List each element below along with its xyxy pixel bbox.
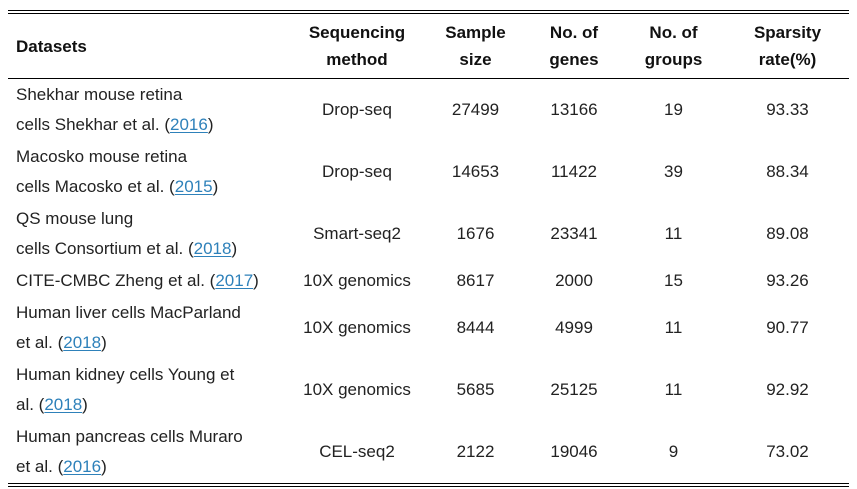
table-row: QS mouse lung cells Consortium et al. (20… xyxy=(8,203,849,265)
sample-size-cell: 14653 xyxy=(451,162,500,181)
no-of-genes-cell: 19046 xyxy=(550,442,598,461)
no-of-genes-cell: 25125 xyxy=(550,380,598,399)
dataset-name-text: al. ( xyxy=(16,395,45,414)
column-header-no-of-groups: No. of groups xyxy=(621,14,726,79)
dataset-name-text: QS mouse lung xyxy=(16,209,134,228)
dataset-name-cell: Macosko mouse retina cells Macosko et al.… xyxy=(8,141,290,203)
dataset-name-cell: CITE-CMBC Zheng et al. (2017) xyxy=(8,265,290,297)
dataset-name-text: CITE-CMBC Zheng et al. ( xyxy=(16,271,216,290)
column-header-line: rate(%) xyxy=(758,50,817,69)
dataset-name-text: cells Shekhar et al. ( xyxy=(16,115,171,134)
column-header-line: No. of xyxy=(649,23,698,42)
no-of-genes-cell: 11422 xyxy=(550,162,597,181)
dataset-name-suffix: ) xyxy=(231,239,238,258)
column-header-sparsity-rate: Sparsity rate(%) xyxy=(726,14,849,79)
column-header-line: Sparsity xyxy=(753,23,822,42)
dataset-name-cell: Shekhar mouse retina cells Shekhar et al.… xyxy=(8,79,290,141)
column-header-line: No. of xyxy=(549,23,599,42)
sequencing-method-cell: Drop-seq xyxy=(322,162,392,181)
citation-year-link[interactable]: 2016 xyxy=(170,115,208,134)
table-row: Shekhar mouse retina cells Shekhar et al.… xyxy=(8,79,849,141)
sparsity-rate-cell: 93.33 xyxy=(766,100,809,119)
sequencing-method-cell: 10X genomics xyxy=(303,380,411,399)
dataset-name-suffix: ) xyxy=(212,177,219,196)
datasets-table-container: Datasets Sequencing method Sample size No. of… xyxy=(8,10,849,487)
sparsity-rate-cell: 73.02 xyxy=(766,442,809,461)
dataset-name-suffix: ) xyxy=(253,271,259,290)
dataset-name-text: cells Consortium et al. ( xyxy=(16,239,194,258)
sparsity-rate-cell: 89.08 xyxy=(766,224,809,243)
sparsity-rate-cell: 88.34 xyxy=(766,162,809,181)
column-header-line: Sequencing xyxy=(308,23,406,42)
column-header-line: groups xyxy=(644,50,703,69)
datasets-summary-table: Datasets Sequencing method Sample size No. of… xyxy=(8,10,849,487)
dataset-name-text: cells Macosko et al. ( xyxy=(16,177,175,196)
column-header-line: Sample xyxy=(445,23,506,42)
dataset-name-suffix: ) xyxy=(207,115,214,134)
column-header-line: Datasets xyxy=(16,36,87,56)
dataset-name-cell: Human pancreas cells Muraro et al. (2016) xyxy=(8,421,290,483)
citation-year-link[interactable]: 2015 xyxy=(174,177,213,196)
sparsity-rate-cell: 92.92 xyxy=(766,380,809,399)
table-body: Shekhar mouse retina cells Shekhar et al.… xyxy=(8,79,849,483)
sample-size-cell: 27499 xyxy=(451,100,500,119)
sample-size-cell: 1676 xyxy=(456,224,495,243)
dataset-name-cell: Human kidney cells Young et al. (2018) xyxy=(8,359,290,421)
dataset-name-text: et al. ( xyxy=(16,457,64,476)
dataset-name-text: Shekhar mouse retina xyxy=(16,85,183,104)
no-of-groups-cell: 9 xyxy=(668,442,679,461)
column-header-line: genes xyxy=(549,50,599,69)
dataset-name-cell: QS mouse lung cells Consortium et al. (20… xyxy=(8,203,290,265)
sample-size-cell: 8617 xyxy=(456,271,495,290)
no-of-groups-cell: 19 xyxy=(664,100,683,119)
citation-year-link[interactable]: 2016 xyxy=(63,457,102,476)
table-row: CITE-CMBC Zheng et al. (2017) 10X genomi… xyxy=(8,265,849,297)
dataset-name-suffix: ) xyxy=(101,333,107,352)
dataset-name-text: Macosko mouse retina xyxy=(16,147,188,166)
sparsity-rate-cell: 90.77 xyxy=(766,318,809,337)
sample-size-cell: 5685 xyxy=(456,380,495,399)
table-row: Human kidney cells Young et al. (2018) 10… xyxy=(8,359,849,421)
no-of-genes-cell: 4999 xyxy=(555,318,593,337)
sequencing-method-cell: 10X genomics xyxy=(303,271,411,290)
citation-year-link[interactable]: 2018 xyxy=(63,333,102,352)
dataset-name-cell: Human liver cells MacParland et al. (2018… xyxy=(8,297,290,359)
table-row: Human pancreas cells Muraro et al. (2016)… xyxy=(8,421,849,483)
column-header-line: method xyxy=(326,50,388,69)
sample-size-cell: 8444 xyxy=(456,318,495,337)
dataset-name-suffix: ) xyxy=(82,395,88,414)
dataset-name-text: Human kidney cells Young et xyxy=(16,365,235,384)
column-header-sample-size: Sample size xyxy=(424,14,527,79)
sequencing-method-cell: CEL-seq2 xyxy=(319,442,395,461)
no-of-groups-cell: 39 xyxy=(664,162,683,181)
dataset-name-text: Human pancreas cells Muraro xyxy=(16,427,243,446)
table-row: Human liver cells MacParland et al. (2018… xyxy=(8,297,849,359)
no-of-genes-cell: 2000 xyxy=(555,271,593,290)
table-row: Macosko mouse retina cells Macosko et al.… xyxy=(8,141,849,203)
no-of-genes-cell: 23341 xyxy=(550,224,598,243)
citation-year-link[interactable]: 2017 xyxy=(215,271,254,290)
column-header-line: size xyxy=(459,50,492,69)
no-of-groups-cell: 11 xyxy=(664,380,683,399)
no-of-groups-cell: 11 xyxy=(664,224,683,243)
sparsity-rate-cell: 93.26 xyxy=(766,271,809,290)
header-row: Datasets Sequencing method Sample size No. of… xyxy=(8,14,849,79)
dataset-name-suffix: ) xyxy=(101,457,107,476)
dataset-name-text: Human liver cells MacParland xyxy=(16,303,241,322)
citation-year-link[interactable]: 2018 xyxy=(193,239,232,258)
sequencing-method-cell: Drop-seq xyxy=(322,100,392,119)
column-header-sequencing-method: Sequencing method xyxy=(290,14,424,79)
table-header: Datasets Sequencing method Sample size No. of… xyxy=(8,14,849,79)
column-header-datasets: Datasets xyxy=(8,14,290,79)
no-of-groups-cell: 11 xyxy=(664,318,683,337)
dataset-name-text: et al. ( xyxy=(16,333,64,352)
sample-size-cell: 2122 xyxy=(456,442,495,461)
sequencing-method-cell: Smart-seq2 xyxy=(313,224,401,243)
sequencing-method-cell: 10X genomics xyxy=(303,318,411,337)
column-header-no-of-genes: No. of genes xyxy=(527,14,621,79)
no-of-groups-cell: 15 xyxy=(664,271,683,290)
citation-year-link[interactable]: 2018 xyxy=(44,395,83,414)
no-of-genes-cell: 13166 xyxy=(550,100,598,119)
